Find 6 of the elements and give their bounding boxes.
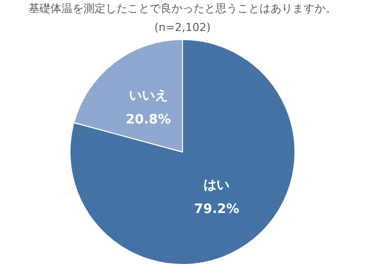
chart-subtitle: (n=2,102)	[153, 21, 212, 35]
chart-title: 基礎体温を測定したことで良かったと思うことはありますか。	[28, 2, 338, 16]
data-label: 20.8%	[126, 112, 171, 128]
data-label: 79.2%	[194, 202, 240, 218]
slice-label: いいえ	[128, 88, 168, 104]
slice-label: はい	[204, 178, 230, 194]
